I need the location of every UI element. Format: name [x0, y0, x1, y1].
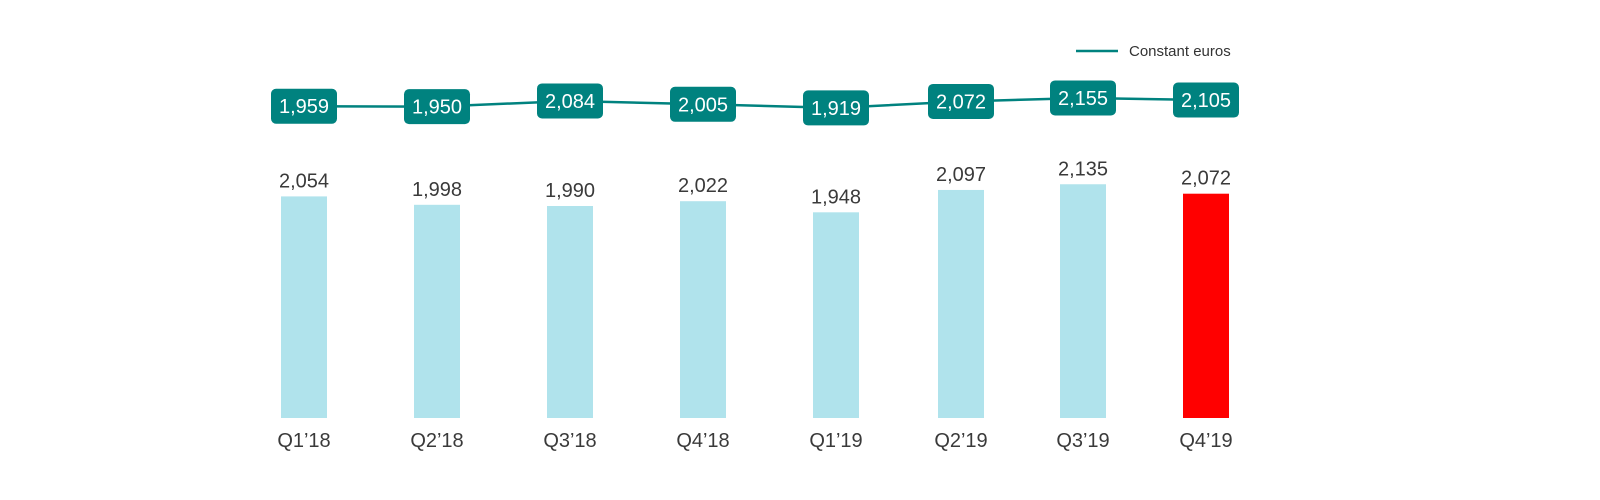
x-tick-label-2: Q2’18	[410, 430, 463, 452]
bar-8	[1183, 193, 1229, 418]
line-value-label-3: 2,084	[545, 91, 595, 113]
x-tick-label-8: Q4’19	[1179, 430, 1232, 452]
x-tick-label-4: Q4’18	[676, 430, 729, 452]
line-value-label-5: 1,919	[811, 98, 861, 120]
line-series-constant-euros: 1,959 1,950 2,084 2,005 1,919 2,072 2,155 2,105	[271, 80, 1239, 126]
bar-4	[680, 201, 726, 418]
line-point-box-3	[537, 83, 603, 119]
x-tick-label-5: Q1’19	[809, 430, 862, 452]
bar-value-label-3: 1,990	[545, 180, 595, 202]
line-point-box-5	[803, 90, 869, 126]
x-tick-label-3: Q3’18	[543, 430, 596, 452]
line-point-box-1	[271, 88, 337, 124]
line-point-box-6	[928, 83, 994, 119]
bar-2	[414, 204, 460, 418]
legend-label-constant-euros: Constant euros	[1129, 43, 1231, 60]
line-value-label-7: 2,155	[1058, 88, 1108, 110]
bar-value-label-4: 2,022	[678, 175, 728, 197]
x-tick-label-1: Q1’18	[277, 430, 330, 452]
bar-value-label-1: 2,054	[279, 170, 329, 192]
bar-6	[938, 189, 984, 418]
bar-3	[547, 206, 593, 418]
x-tick-label-6: Q2’19	[934, 430, 987, 452]
bar-value-label-7: 2,135	[1058, 158, 1108, 180]
bar-5	[813, 212, 859, 418]
line-value-label-6: 2,072	[936, 91, 986, 113]
bar-value-labels: 2,054 1,998 1,990 2,022 1,948 2,097 2,135 2,072	[279, 158, 1231, 208]
bar-1	[281, 196, 327, 418]
bar-value-label-5: 1,948	[811, 186, 861, 208]
line-value-label-2: 1,950	[412, 97, 462, 119]
bar-value-label-2: 1,998	[412, 179, 462, 201]
line-value-label-8: 2,105	[1181, 90, 1231, 112]
bar-value-label-6: 2,097	[936, 164, 986, 186]
bar-value-label-8: 2,072	[1181, 168, 1231, 190]
line-point-box-7	[1050, 80, 1116, 116]
line-value-label-4: 2,005	[678, 94, 728, 116]
legend: Constant euros	[1076, 43, 1231, 60]
line-point-box-4	[670, 86, 736, 122]
line-value-label-1: 1,959	[279, 96, 329, 118]
bar-series	[281, 184, 1229, 418]
x-axis-tick-labels: Q1’18 Q2’18 Q3’18 Q4’18 Q1’19 Q2’19 Q3’19 Q4’19	[277, 430, 1232, 452]
bar-7	[1060, 184, 1106, 418]
line-point-box-2	[404, 89, 470, 125]
x-tick-label-7: Q3’19	[1056, 430, 1109, 452]
line-point-box-8	[1173, 82, 1239, 118]
